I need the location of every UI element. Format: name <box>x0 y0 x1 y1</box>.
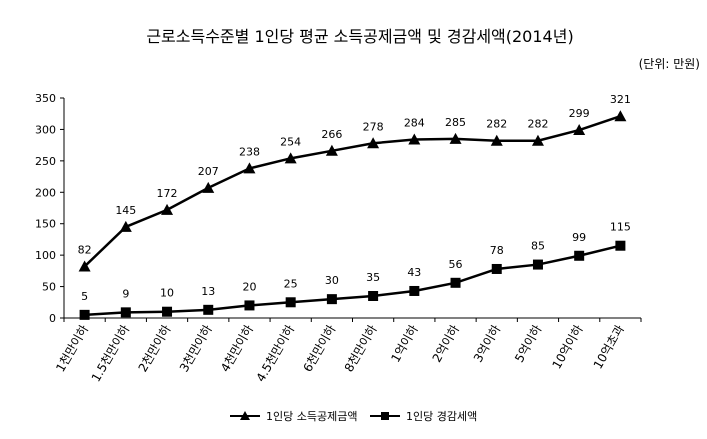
data-label: 115 <box>610 221 631 234</box>
series-point <box>449 132 462 144</box>
data-label: 25 <box>284 277 298 290</box>
data-label: 99 <box>572 231 586 244</box>
series-point <box>244 300 255 311</box>
data-label: 85 <box>531 240 545 253</box>
series-point <box>78 260 91 272</box>
x-tick-label: 10억이하 <box>549 323 585 372</box>
y-tick-label: 0 <box>49 312 56 325</box>
data-label: 56 <box>449 258 463 271</box>
series-point <box>326 294 337 305</box>
x-tick-label: 6천만이하 <box>300 322 339 374</box>
series-point <box>79 309 90 320</box>
data-label: 10 <box>160 287 174 300</box>
series-point <box>203 304 214 315</box>
series-layer: 82 145 172 207 238 254 266 278 284 285 282 282 299 32… <box>78 93 631 320</box>
data-label: 5 <box>81 290 88 303</box>
series-point <box>243 162 256 174</box>
series-point <box>161 203 174 215</box>
data-label: 13 <box>201 285 215 298</box>
legend-label: 1인당 소득공제금액 <box>266 410 357 423</box>
x-tick-label: 2천만이하 <box>135 322 174 374</box>
series-point <box>284 152 297 164</box>
series-line <box>83 115 621 268</box>
legend: 1인당 소득공제금액 1인당 경감세액 <box>230 410 477 423</box>
data-label: 35 <box>366 271 380 284</box>
data-label: 299 <box>569 107 590 120</box>
series-point <box>614 110 627 122</box>
data-label: 43 <box>407 266 421 279</box>
series-point <box>450 277 461 288</box>
data-label: 238 <box>239 145 260 158</box>
series-point <box>409 285 420 296</box>
x-tick-label: 4천만이하 <box>217 322 256 374</box>
x-tick-label: 5억이하 <box>512 323 545 365</box>
series-point <box>285 297 296 308</box>
x-tick-label: 10억초과 <box>591 323 627 372</box>
data-label: 145 <box>115 204 136 217</box>
x-tick-label: 2억이하 <box>430 323 463 365</box>
data-label: 207 <box>198 165 219 178</box>
series-point <box>574 250 585 261</box>
data-label: 20 <box>242 280 256 293</box>
data-label: 278 <box>363 120 384 133</box>
series-point <box>490 134 503 146</box>
x-tick-label: 3천만이하 <box>176 322 215 374</box>
x-tick-label: 8천만이하 <box>341 322 380 374</box>
series-point <box>325 144 338 156</box>
unit-label: (단위: 만원) <box>639 57 700 71</box>
series-point <box>532 259 543 270</box>
x-tick-label: 3억이하 <box>471 323 504 365</box>
y-tick-label: 300 <box>35 123 56 136</box>
legend-label: 1인당 경감세액 <box>406 410 477 423</box>
y-tick-label: 150 <box>35 218 56 231</box>
series-point <box>119 220 132 232</box>
series-point <box>531 134 544 146</box>
series-point <box>573 124 586 136</box>
legend-marker <box>240 411 250 420</box>
data-label: 282 <box>527 118 548 131</box>
series-point <box>408 133 421 145</box>
data-label: 285 <box>445 116 466 129</box>
data-label: 321 <box>610 93 631 106</box>
y-tick-label: 350 <box>35 92 56 105</box>
series-point <box>120 307 131 318</box>
data-label: 266 <box>321 128 342 141</box>
series-point <box>491 263 502 274</box>
x-tick-label: 4.5천만이하 <box>253 322 298 384</box>
y-tick-label: 250 <box>35 155 56 168</box>
data-label: 284 <box>404 116 425 129</box>
y-tick-label: 200 <box>35 186 56 199</box>
data-label: 30 <box>325 274 339 287</box>
x-tick-label: 1천만이하 <box>52 322 91 374</box>
y-tick-labels: 0 50 100 150 200 250 300 350 <box>35 92 64 325</box>
y-tick-label: 50 <box>42 281 56 294</box>
x-tick-label: 1억이하 <box>388 323 421 365</box>
data-label: 282 <box>486 118 507 131</box>
data-label: 9 <box>122 287 129 300</box>
series-line <box>84 244 621 317</box>
series-point <box>202 181 215 193</box>
series-point <box>368 291 379 301</box>
data-label: 78 <box>490 244 504 257</box>
data-label: 82 <box>78 243 92 256</box>
data-label: 172 <box>157 187 178 200</box>
series-point <box>615 240 626 251</box>
data-label: 254 <box>280 135 301 148</box>
legend-marker <box>381 412 389 420</box>
series-point <box>367 137 380 149</box>
x-tick-label: 1.5천만이하 <box>88 322 133 384</box>
series-point <box>162 306 173 317</box>
chart-title: 근로소득수준별 1인당 평균 소득공제금액 및 경감세액(2014년) <box>146 27 573 46</box>
y-tick-label: 100 <box>35 249 56 262</box>
